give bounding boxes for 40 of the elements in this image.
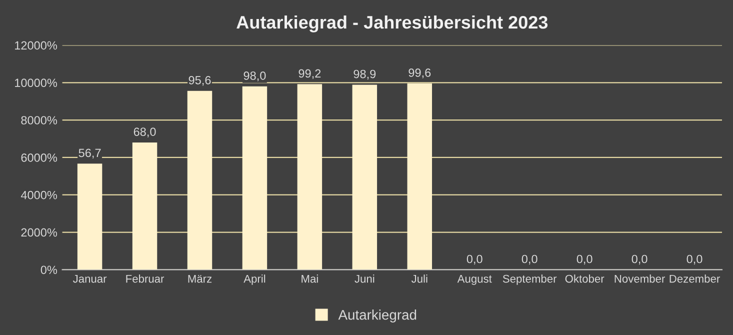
y-tick-label: 0% bbox=[40, 266, 58, 274]
data-label: 0,0 bbox=[686, 254, 702, 265]
bar bbox=[187, 90, 212, 270]
bar bbox=[132, 142, 158, 270]
bar bbox=[297, 84, 322, 270]
x-tick-label: März bbox=[188, 274, 212, 283]
data-label: 98,0 bbox=[244, 72, 266, 82]
data-label: 0,0 bbox=[576, 254, 592, 265]
x-tick-label: Oktober bbox=[565, 274, 604, 283]
y-tick-label: 6000% bbox=[21, 153, 58, 162]
y-tick-label: 12000% bbox=[15, 41, 58, 50]
y-tick-label: 2000% bbox=[21, 228, 58, 237]
x-tick-label: Mai bbox=[302, 274, 318, 283]
data-label: 0,0 bbox=[466, 254, 482, 265]
x-tick-label: Juli bbox=[411, 274, 428, 283]
data-label: 56,7 bbox=[78, 148, 101, 159]
x-tick-label: April bbox=[244, 274, 266, 285]
bar bbox=[352, 84, 378, 270]
data-label: 98,9 bbox=[354, 70, 376, 80]
y-tick-label: 4000% bbox=[20, 190, 58, 200]
x-tick-label: September bbox=[502, 274, 557, 285]
bar bbox=[77, 164, 102, 270]
x-tick-label: Juni bbox=[354, 274, 374, 283]
chart-title: Autarkiegrad - Jahresübersicht 2023 bbox=[236, 15, 548, 32]
y-tick-label: 8000% bbox=[21, 116, 58, 124]
x-tick-label: Januar bbox=[72, 274, 107, 283]
data-label: 95,6 bbox=[188, 76, 211, 86]
data-label: 68,0 bbox=[134, 128, 156, 138]
y-tick-label: 10000% bbox=[15, 78, 58, 88]
x-tick-label: Februar bbox=[126, 274, 164, 283]
bar bbox=[242, 86, 268, 270]
data-label: 99,6 bbox=[408, 68, 431, 78]
data-label: 99,2 bbox=[298, 69, 321, 80]
x-tick-label: Dezember bbox=[670, 274, 720, 283]
data-label: 0,0 bbox=[522, 254, 538, 265]
data-label: 0,0 bbox=[632, 254, 648, 265]
x-tick-label: August bbox=[457, 274, 492, 285]
bar bbox=[407, 83, 432, 270]
legend-label: Autarkiegrad bbox=[338, 310, 416, 322]
x-tick-label: November bbox=[614, 274, 665, 283]
